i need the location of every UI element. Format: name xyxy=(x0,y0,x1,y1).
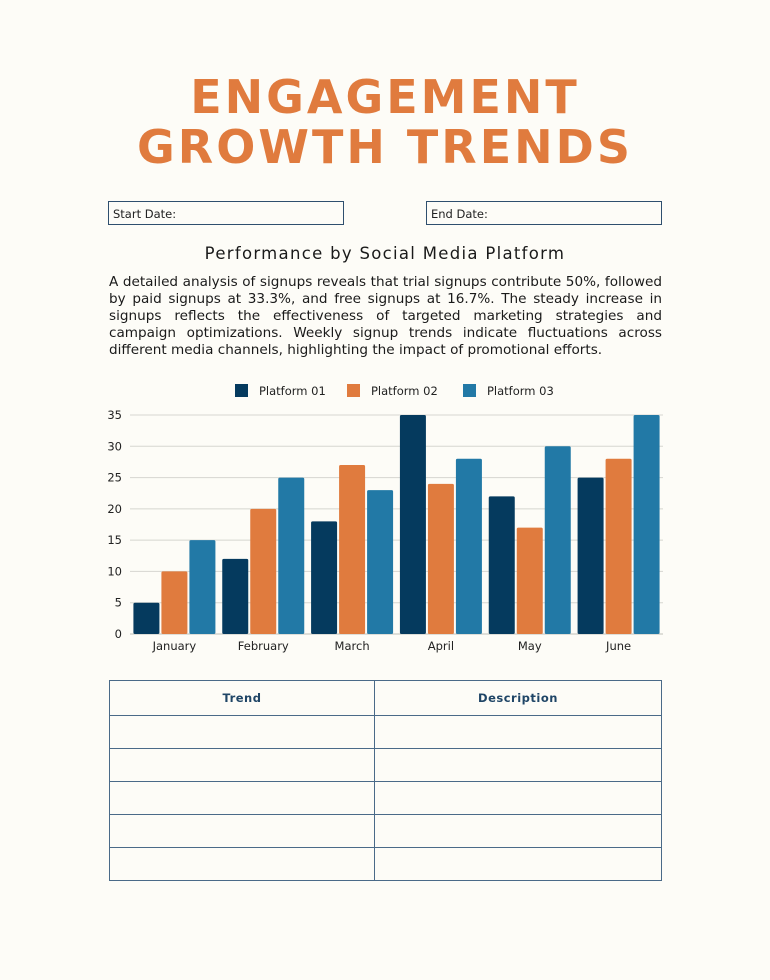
y-tick-label: 10 xyxy=(107,564,122,578)
bar-chart: Platform 01 Platform 02 Platform 03 0 5 10 15… xyxy=(107,384,663,653)
bar-platform-02-march xyxy=(339,465,366,634)
bar-platform-03-april xyxy=(455,458,482,634)
y-tick-label: 20 xyxy=(107,502,122,516)
description-cell[interactable] xyxy=(374,748,662,782)
header-trend: Trend xyxy=(109,680,375,716)
table-row xyxy=(109,748,662,782)
header-description: Description xyxy=(374,680,662,716)
bar-platform-01-april xyxy=(399,415,426,634)
bar-platform-02-april xyxy=(427,483,454,634)
page-title: ENGAGEMENT GROWTH TRENDS xyxy=(0,72,770,172)
start-date-field[interactable]: Start Date: xyxy=(108,201,344,225)
y-tick-label: 0 xyxy=(115,627,122,641)
x-tick-label: June xyxy=(605,639,631,653)
bar-platform-02-june xyxy=(605,458,632,634)
y-tick-label: 30 xyxy=(107,439,122,453)
bar-platform-01-june xyxy=(577,477,604,634)
bar-platform-01-february xyxy=(222,558,249,634)
bar-platform-02-may xyxy=(516,527,543,634)
description-cell[interactable] xyxy=(374,847,662,881)
bar-platform-02-january xyxy=(161,571,188,634)
y-axis-ticks: 0 5 10 15 20 25 30 35 xyxy=(107,408,122,641)
bar-platform-03-march xyxy=(367,490,394,634)
bar-platform-03-june xyxy=(633,415,660,634)
legend-label: Platform 03 xyxy=(487,384,554,398)
trend-table: Trend Description xyxy=(109,680,662,881)
x-tick-label: February xyxy=(238,639,289,653)
y-tick-label: 25 xyxy=(107,471,122,485)
legend-swatch xyxy=(235,384,248,397)
description-cell[interactable] xyxy=(374,781,662,815)
table-row xyxy=(109,847,662,881)
title-line-1: ENGAGEMENT xyxy=(190,70,580,124)
bar-platform-03-february xyxy=(278,477,305,634)
y-tick-label: 35 xyxy=(107,408,122,422)
bar-platform-01-march xyxy=(311,521,338,634)
y-tick-label: 5 xyxy=(115,596,122,610)
bar-platform-03-may xyxy=(544,446,571,634)
trend-cell[interactable] xyxy=(109,781,375,815)
x-tick-label: January xyxy=(152,639,197,653)
bar-platform-02-february xyxy=(250,508,277,634)
section-subtitle: Performance by Social Media Platform xyxy=(204,244,566,263)
table-header-row: Trend Description xyxy=(109,680,662,716)
legend-swatch xyxy=(347,384,360,397)
table-row xyxy=(109,715,662,749)
bar-platform-03-january xyxy=(189,540,216,634)
title-line-2: GROWTH TRENDS xyxy=(137,120,633,174)
x-axis-ticks: January February March April May June xyxy=(152,639,631,653)
x-tick-label: March xyxy=(335,639,370,653)
bar-platform-01-january xyxy=(133,602,160,634)
legend-swatch xyxy=(463,384,476,397)
chart-gridlines xyxy=(130,414,663,635)
chart-bars xyxy=(133,415,660,634)
table-row xyxy=(109,814,662,848)
trend-cell[interactable] xyxy=(109,748,375,782)
description-paragraph: A detailed analysis of signups reveals t… xyxy=(109,274,662,358)
y-tick-label: 15 xyxy=(107,533,122,547)
chart-legend: Platform 01 Platform 02 Platform 03 xyxy=(235,384,554,398)
trend-cell[interactable] xyxy=(109,814,375,848)
table-row xyxy=(109,781,662,815)
x-tick-label: April xyxy=(428,639,454,653)
trend-cell[interactable] xyxy=(109,715,375,749)
trend-cell[interactable] xyxy=(109,847,375,881)
legend-label: Platform 02 xyxy=(371,384,438,398)
x-tick-label: May xyxy=(518,639,542,653)
end-date-label: End Date: xyxy=(431,207,488,221)
end-date-field[interactable]: End Date: xyxy=(426,201,662,225)
start-date-label: Start Date: xyxy=(113,207,177,221)
bar-platform-01-may xyxy=(488,496,515,634)
description-cell[interactable] xyxy=(374,715,662,749)
description-cell[interactable] xyxy=(374,814,662,848)
legend-label: Platform 01 xyxy=(259,384,326,398)
